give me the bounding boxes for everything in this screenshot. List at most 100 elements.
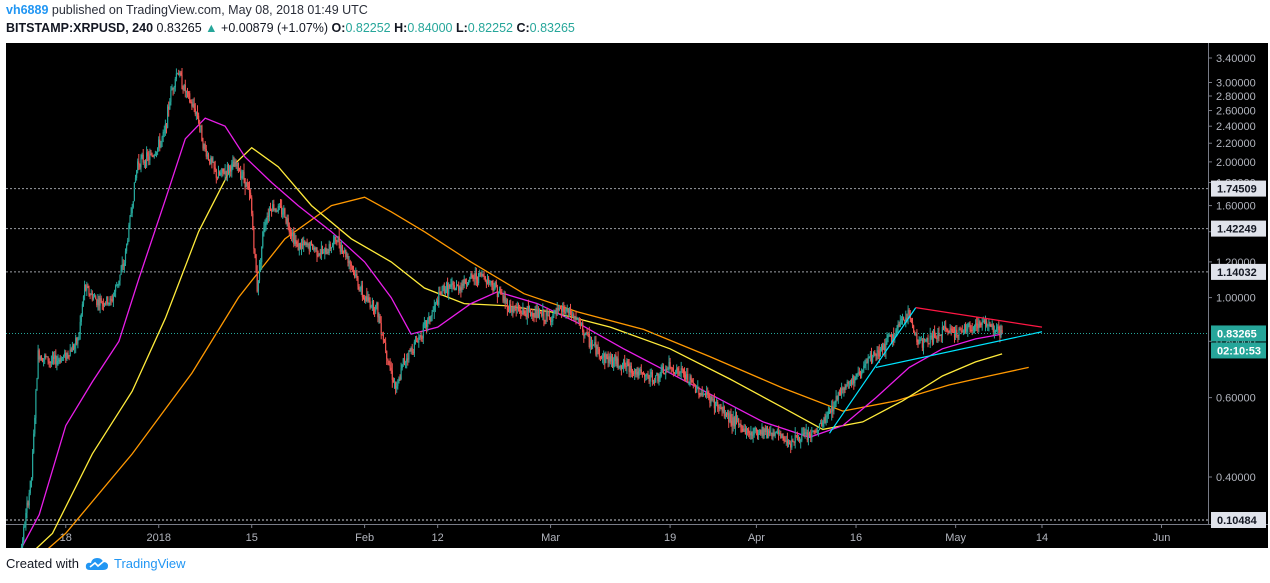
y-tick-label: 1.60000 <box>1216 201 1256 213</box>
candle-body <box>117 283 119 286</box>
candle-body <box>935 337 937 339</box>
candle-body <box>574 316 576 318</box>
candle-body <box>639 369 641 372</box>
candle-body <box>524 311 526 314</box>
candle-body <box>229 166 231 172</box>
candle-body <box>607 357 609 364</box>
candle-body <box>469 277 471 282</box>
candle-body <box>80 313 82 322</box>
candle-body <box>159 139 161 148</box>
candle-body <box>543 310 545 321</box>
candle-body <box>111 299 113 301</box>
candle-body <box>541 313 543 316</box>
candle-body <box>558 308 560 311</box>
candle-body <box>727 412 729 415</box>
candle-body <box>393 382 396 384</box>
candle-body <box>315 247 317 250</box>
author-link[interactable]: vh6889 <box>6 3 49 17</box>
candle-body <box>400 368 402 380</box>
candle-body <box>557 307 559 311</box>
candle-body <box>648 378 650 382</box>
candle-body <box>515 308 517 310</box>
candle-body <box>821 422 823 427</box>
candle-body <box>194 108 196 115</box>
candle-body <box>134 178 137 183</box>
candle-body <box>387 358 389 362</box>
close-value: 0.83265 <box>529 21 575 35</box>
candle-body <box>844 388 846 390</box>
candle-body <box>303 241 305 246</box>
candle-body <box>842 388 844 390</box>
candle-body <box>878 351 880 357</box>
candle-body <box>913 325 915 332</box>
candle-body <box>345 250 347 258</box>
candle-body <box>136 170 138 178</box>
candle-body <box>402 358 404 365</box>
candle-body <box>559 308 562 310</box>
candle-body <box>86 286 88 291</box>
candle-body <box>419 334 421 338</box>
level-label-bg <box>1211 180 1266 197</box>
candle-body <box>882 345 884 350</box>
candle-body <box>408 350 410 360</box>
candle-body <box>576 318 578 320</box>
candle-body <box>846 382 848 386</box>
tradingview-link[interactable]: TradingView <box>85 556 186 571</box>
candle-body <box>352 269 355 271</box>
candle-body <box>75 337 77 346</box>
candle-body <box>288 225 290 233</box>
candle-body <box>934 330 936 338</box>
candle-body <box>588 334 590 347</box>
candle-body <box>120 269 122 275</box>
candle-body <box>938 332 940 336</box>
candle-body <box>711 397 713 401</box>
candle-body <box>151 155 153 157</box>
candle-body <box>769 430 771 433</box>
candle-body <box>416 340 418 342</box>
candle-body <box>385 342 387 351</box>
x-tick-label: Jun <box>1153 532 1171 544</box>
candle-body <box>747 428 749 430</box>
candle-body <box>380 323 382 335</box>
candle-body <box>310 242 313 244</box>
candle-body <box>555 310 557 315</box>
candle-body <box>155 151 158 155</box>
x-tick-label: 12 <box>432 532 444 544</box>
candle-body <box>742 428 744 432</box>
candle-body <box>20 546 23 548</box>
candle-body <box>962 330 964 332</box>
candle-body <box>548 315 550 318</box>
chart-frame[interactable]: 3.40000 3.00000 2.80000 2.60000 2.40000 2.200… <box>6 43 1268 548</box>
candle-body <box>186 91 189 93</box>
candle-body <box>297 244 299 251</box>
candle-body <box>915 333 917 335</box>
candle-body <box>868 356 870 358</box>
candle-body <box>953 332 956 338</box>
candle-body <box>25 513 27 526</box>
candle-body <box>27 502 29 506</box>
candle-body <box>841 388 843 395</box>
candle-body <box>372 301 375 311</box>
candle-body <box>883 343 885 350</box>
candle-body <box>299 243 301 249</box>
candle-body <box>972 327 974 331</box>
candle-body <box>267 216 269 218</box>
candle-body <box>728 412 730 422</box>
candle-body <box>725 413 728 415</box>
candle-body <box>364 298 366 302</box>
candle-body <box>421 337 423 339</box>
candle-body <box>569 308 572 316</box>
candle-body <box>600 357 603 358</box>
candle-body <box>556 307 558 315</box>
candle-body <box>410 348 412 352</box>
candle-body <box>148 156 150 161</box>
candle-body <box>182 88 184 90</box>
candle-body <box>231 163 233 172</box>
candle-body <box>371 301 373 307</box>
candle-body <box>771 432 773 437</box>
candle-body <box>666 368 668 370</box>
candle-body <box>210 157 212 164</box>
candle-body <box>362 297 365 299</box>
candle-body <box>662 366 664 374</box>
